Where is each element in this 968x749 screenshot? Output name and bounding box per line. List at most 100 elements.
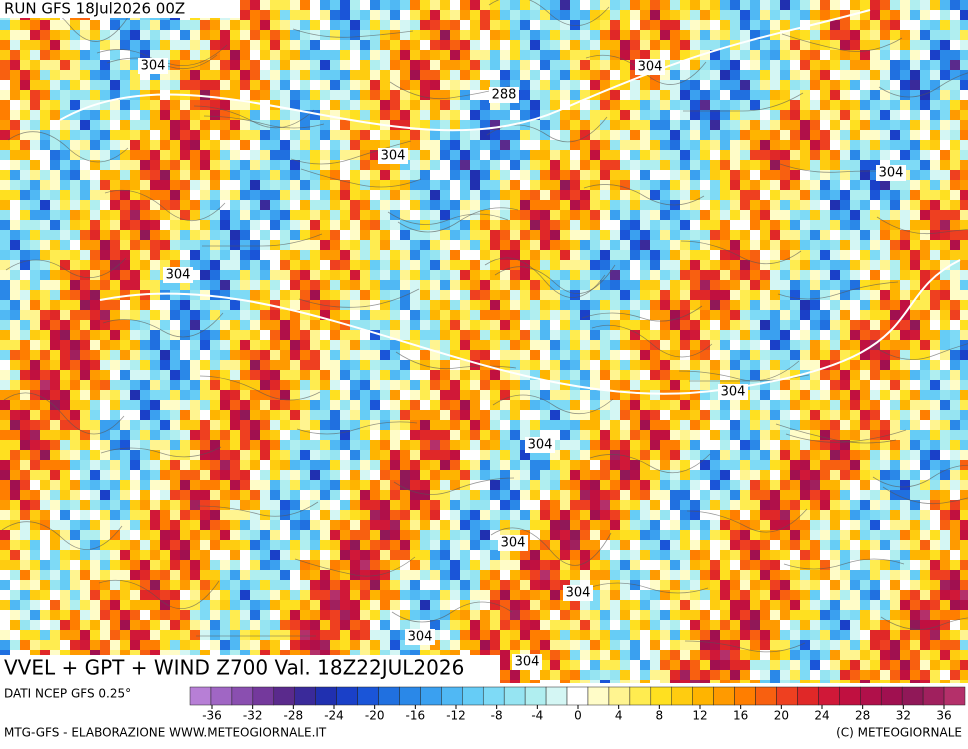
field-cell: [320, 380, 330, 390]
field-cell: [240, 440, 250, 450]
field-cell: [740, 420, 750, 430]
field-cell: [520, 180, 530, 190]
field-cell: [200, 320, 210, 330]
field-cell: [50, 50, 60, 60]
field-cell: [680, 100, 690, 110]
field-cell: [170, 460, 180, 470]
field-cell: [40, 60, 50, 70]
field-cell: [250, 290, 260, 300]
field-cell: [760, 370, 770, 380]
field-cell: [390, 330, 400, 340]
field-cell: [880, 420, 890, 430]
field-cell: [680, 400, 690, 410]
field-cell: [0, 300, 10, 310]
field-cell: [50, 190, 60, 200]
field-cell: [760, 440, 770, 450]
field-cell: [530, 170, 540, 180]
field-cell: [190, 220, 200, 230]
field-cell: [140, 210, 150, 220]
field-cell: [390, 290, 400, 300]
field-cell: [270, 380, 280, 390]
field-cell: [410, 500, 420, 510]
field-cell: [550, 280, 560, 290]
field-cell: [30, 160, 40, 170]
field-cell: [770, 200, 780, 210]
field-cell: [380, 160, 390, 170]
field-cell: [320, 150, 330, 160]
field-cell: [280, 420, 290, 430]
field-cell: [40, 440, 50, 450]
field-cell: [910, 160, 920, 170]
field-cell: [930, 420, 940, 430]
field-cell: [570, 220, 580, 230]
field-cell: [700, 390, 710, 400]
field-cell: [690, 220, 700, 230]
field-cell: [490, 280, 500, 290]
field-cell: [20, 370, 30, 380]
field-cell: [470, 50, 480, 60]
field-cell: [810, 410, 820, 420]
field-cell: [140, 170, 150, 180]
field-cell: [770, 300, 780, 310]
field-cell: [580, 80, 590, 90]
field-cell: [770, 370, 780, 380]
field-cell: [630, 330, 640, 340]
field-cell: [910, 130, 920, 140]
field-cell: [150, 80, 160, 90]
field-cell: [870, 490, 880, 500]
field-cell: [910, 420, 920, 430]
field-cell: [950, 30, 960, 40]
field-cell: [70, 50, 80, 60]
field-cell: [190, 100, 200, 110]
field-cell: [580, 340, 590, 350]
field-cell: [870, 290, 880, 300]
field-cell: [830, 30, 840, 40]
field-cell: [860, 110, 870, 120]
field-cell: [120, 310, 130, 320]
field-cell: [640, 210, 650, 220]
field-cell: [820, 120, 830, 130]
field-cell: [870, 20, 880, 30]
field-cell: [140, 110, 150, 120]
field-cell: [740, 300, 750, 310]
field-cell: [450, 200, 460, 210]
field-cell: [600, 210, 610, 220]
field-cell: [740, 240, 750, 250]
field-cell: [160, 460, 170, 470]
field-cell: [480, 140, 490, 150]
field-cell: [460, 220, 470, 230]
field-cell: [790, 330, 800, 340]
field-cell: [850, 460, 860, 470]
field-cell: [40, 420, 50, 430]
field-cell: [840, 140, 850, 150]
field-cell: [210, 280, 220, 290]
field-cell: [410, 510, 420, 520]
field-cell: [270, 10, 280, 20]
field-cell: [540, 370, 550, 380]
field-cell: [620, 400, 630, 410]
field-cell: [250, 490, 260, 500]
field-cell: [450, 50, 460, 60]
field-cell: [500, 20, 510, 30]
field-cell: [540, 210, 550, 220]
field-cell: [890, 250, 900, 260]
field-cell: [650, 380, 660, 390]
field-cell: [10, 200, 20, 210]
field-cell: [410, 370, 420, 380]
field-cell: [720, 500, 730, 510]
field-cell: [360, 60, 370, 70]
field-cell: [580, 400, 590, 410]
field-cell: [0, 400, 10, 410]
field-cell: [400, 240, 410, 250]
field-cell: [710, 220, 720, 230]
field-cell: [560, 180, 570, 190]
field-cell: [300, 220, 310, 230]
field-cell: [30, 480, 40, 490]
field-cell: [420, 330, 430, 340]
field-cell: [230, 380, 240, 390]
field-cell: [160, 180, 170, 190]
field-cell: [530, 60, 540, 70]
field-cell: [60, 430, 70, 440]
field-cell: [340, 260, 350, 270]
field-cell: [130, 340, 140, 350]
